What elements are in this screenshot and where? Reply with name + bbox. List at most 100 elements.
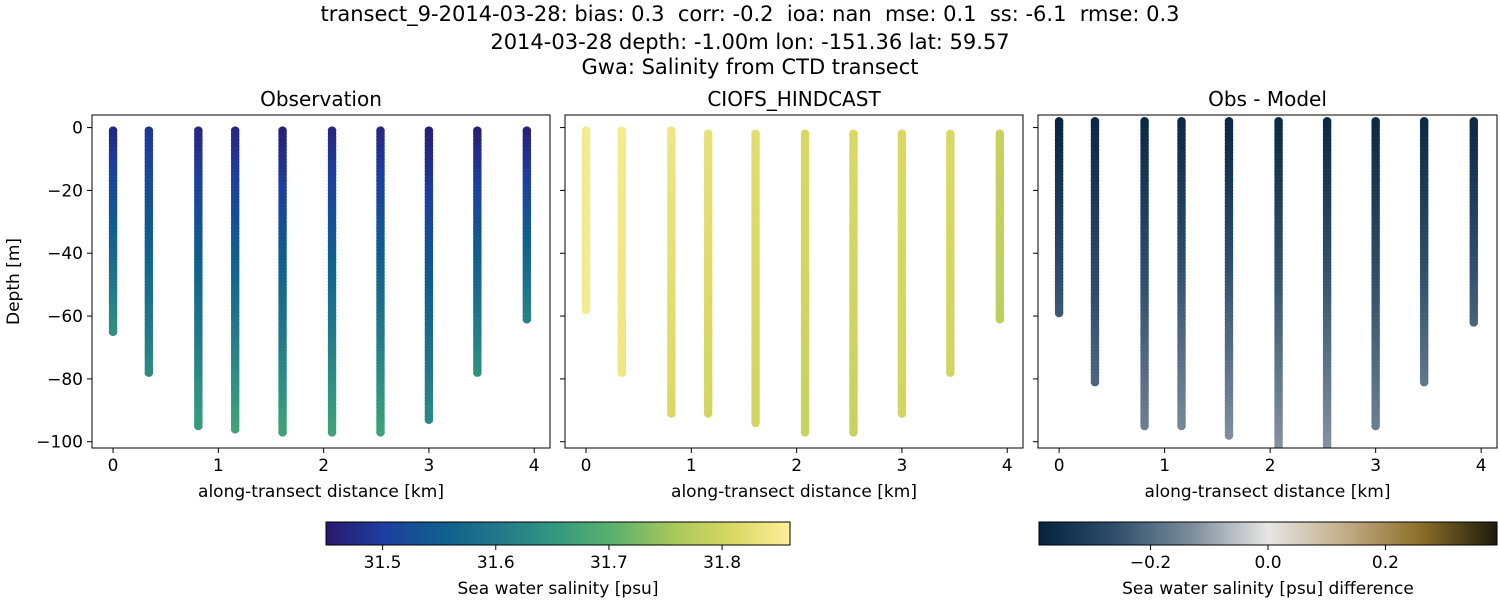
colorbar-tick-label: 31.6 bbox=[477, 553, 515, 573]
x-tick-label: 2 bbox=[318, 456, 329, 476]
panel-title: Observation bbox=[260, 87, 382, 111]
colorbar-tick-label: 31.8 bbox=[703, 553, 741, 573]
data-point bbox=[376, 427, 385, 437]
data-point bbox=[1419, 377, 1429, 387]
x-tick-label: 3 bbox=[1370, 456, 1381, 476]
panel-title: CIOFS_HINDCAST bbox=[707, 87, 881, 111]
data-point bbox=[1140, 421, 1149, 431]
data-point bbox=[849, 427, 858, 437]
data-point bbox=[1224, 431, 1234, 440]
y-tick-label: −100 bbox=[36, 433, 83, 453]
profile-10 bbox=[1469, 116, 1479, 327]
profile-6 bbox=[800, 129, 810, 437]
data-point bbox=[995, 314, 1005, 324]
panel-2-markers bbox=[581, 126, 1005, 437]
data-point bbox=[424, 415, 434, 425]
profile-8 bbox=[424, 126, 434, 425]
profile-4 bbox=[230, 126, 240, 434]
data-point bbox=[617, 368, 627, 377]
profile-2 bbox=[617, 126, 627, 377]
panel-2-frame bbox=[564, 114, 1024, 449]
data-point bbox=[1469, 318, 1479, 327]
colorbar-label: Sea water salinity [psu] difference bbox=[1122, 579, 1414, 599]
data-point bbox=[800, 427, 810, 437]
data-point bbox=[1054, 308, 1064, 318]
data-point bbox=[703, 409, 713, 418]
data-point bbox=[144, 368, 154, 377]
x-tick-label: 4 bbox=[529, 456, 540, 476]
profile-4 bbox=[703, 129, 713, 418]
x-tick-label: 0 bbox=[581, 456, 592, 476]
x-tick-label: 1 bbox=[1159, 456, 1170, 476]
x-tick-label: 2 bbox=[791, 456, 802, 476]
data-point bbox=[897, 409, 907, 418]
x-tick-label: 4 bbox=[1002, 456, 1013, 476]
data-point bbox=[751, 418, 760, 428]
profile-5 bbox=[278, 126, 287, 437]
profile-6 bbox=[327, 126, 337, 437]
y-tick-label: −40 bbox=[47, 244, 83, 264]
panel-1-markers bbox=[108, 126, 532, 437]
figure-title-line-2: 2014-03-28 depth: -1.00m lon: -151.36 la… bbox=[490, 30, 1010, 54]
profile-8 bbox=[1371, 116, 1380, 431]
colorbar-1 bbox=[325, 521, 791, 546]
profile-8 bbox=[897, 129, 907, 418]
x-tick-label: 1 bbox=[213, 456, 224, 476]
x-axis-label: along-transect distance [km] bbox=[671, 482, 917, 502]
data-point bbox=[194, 421, 203, 431]
y-tick-label: −60 bbox=[47, 307, 83, 327]
panel-1-frame bbox=[91, 114, 551, 449]
profile-6 bbox=[1274, 116, 1283, 448]
profile-1 bbox=[581, 126, 591, 315]
colorbar-tick-label: 0.0 bbox=[1254, 553, 1281, 573]
profile-3 bbox=[667, 126, 676, 418]
y-tick-label: −20 bbox=[47, 181, 83, 201]
colorbar-tick-label: 31.5 bbox=[364, 553, 402, 573]
data-point bbox=[327, 427, 337, 437]
x-tick-label: 2 bbox=[1265, 456, 1276, 476]
panel-3-frame bbox=[1037, 114, 1498, 449]
profile-10 bbox=[995, 129, 1005, 324]
panel-3-markers bbox=[1054, 116, 1479, 448]
data-point bbox=[522, 314, 532, 324]
profile-7 bbox=[376, 126, 385, 437]
profile-2 bbox=[1090, 116, 1100, 387]
colorbar-tick-label: 0.2 bbox=[1372, 553, 1399, 573]
profile-2 bbox=[144, 126, 154, 377]
profile-9 bbox=[946, 129, 955, 377]
x-tick-label: 0 bbox=[108, 456, 119, 476]
data-point bbox=[581, 305, 591, 315]
data-point bbox=[946, 368, 955, 377]
profile-5 bbox=[751, 129, 760, 428]
profile-9 bbox=[1419, 116, 1429, 387]
profile-5 bbox=[1224, 116, 1234, 440]
data-point bbox=[1177, 421, 1186, 431]
figure-title-line-3: Gwa: Salinity from CTD transect bbox=[581, 55, 919, 79]
x-tick-label: 4 bbox=[1476, 456, 1487, 476]
colorbar-tick-label: −0.2 bbox=[1130, 553, 1171, 573]
y-tick-label: −80 bbox=[47, 370, 83, 390]
data-point bbox=[1371, 421, 1380, 431]
figure-title-line-1: transect_9-2014-03-28: bias: 0.3 corr: -… bbox=[320, 2, 1180, 26]
profile-3 bbox=[1140, 116, 1149, 431]
colorbar-tick-label: 31.7 bbox=[590, 553, 628, 573]
panel-title: Obs - Model bbox=[1208, 87, 1327, 111]
data-point bbox=[473, 368, 482, 377]
data-point bbox=[667, 409, 676, 418]
profile-7 bbox=[1322, 116, 1332, 448]
data-point bbox=[1322, 443, 1332, 448]
x-axis-label: along-transect distance [km] bbox=[198, 482, 444, 502]
colorbar-2 bbox=[1038, 521, 1498, 546]
x-tick-label: 3 bbox=[897, 456, 908, 476]
data-point bbox=[230, 424, 240, 434]
data-point bbox=[1274, 443, 1283, 448]
data-point bbox=[278, 427, 287, 437]
profile-1 bbox=[1054, 116, 1064, 318]
profile-10 bbox=[522, 126, 532, 324]
x-tick-label: 3 bbox=[424, 456, 435, 476]
data-point bbox=[1090, 377, 1100, 387]
x-tick-label: 0 bbox=[1054, 456, 1065, 476]
profile-3 bbox=[194, 126, 203, 431]
profile-9 bbox=[473, 126, 482, 377]
